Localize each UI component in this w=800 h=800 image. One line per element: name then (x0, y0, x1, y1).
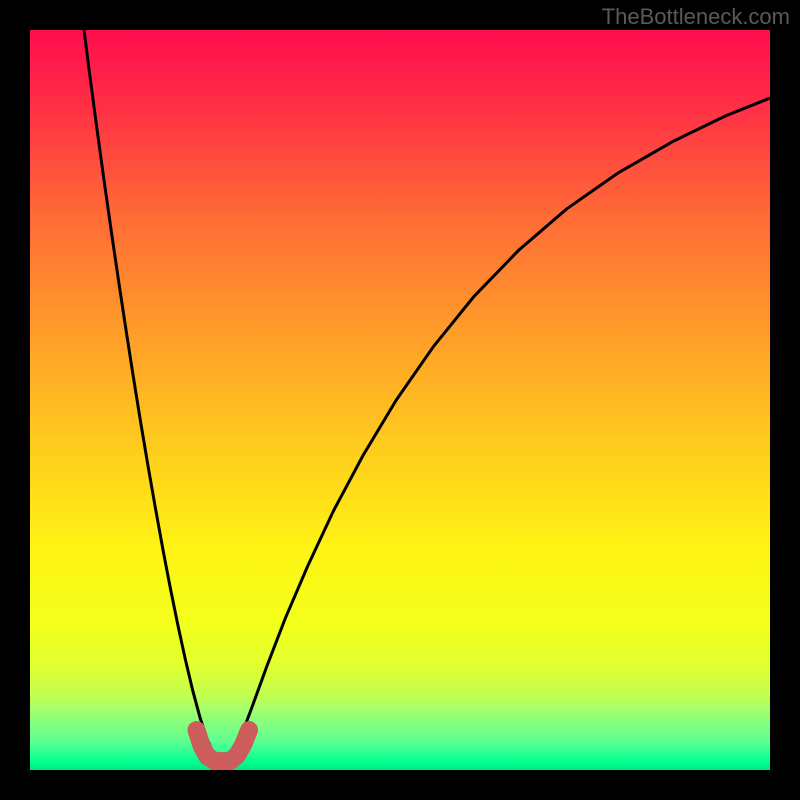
watermark-text: TheBottleneck.com (602, 4, 790, 30)
chart-curves (30, 30, 770, 770)
bottleneck-curve-left-branch (84, 30, 222, 763)
bottleneck-curve-right-branch (222, 98, 770, 763)
optimal-zone-highlight (197, 730, 250, 761)
bottleneck-chart (30, 30, 770, 770)
